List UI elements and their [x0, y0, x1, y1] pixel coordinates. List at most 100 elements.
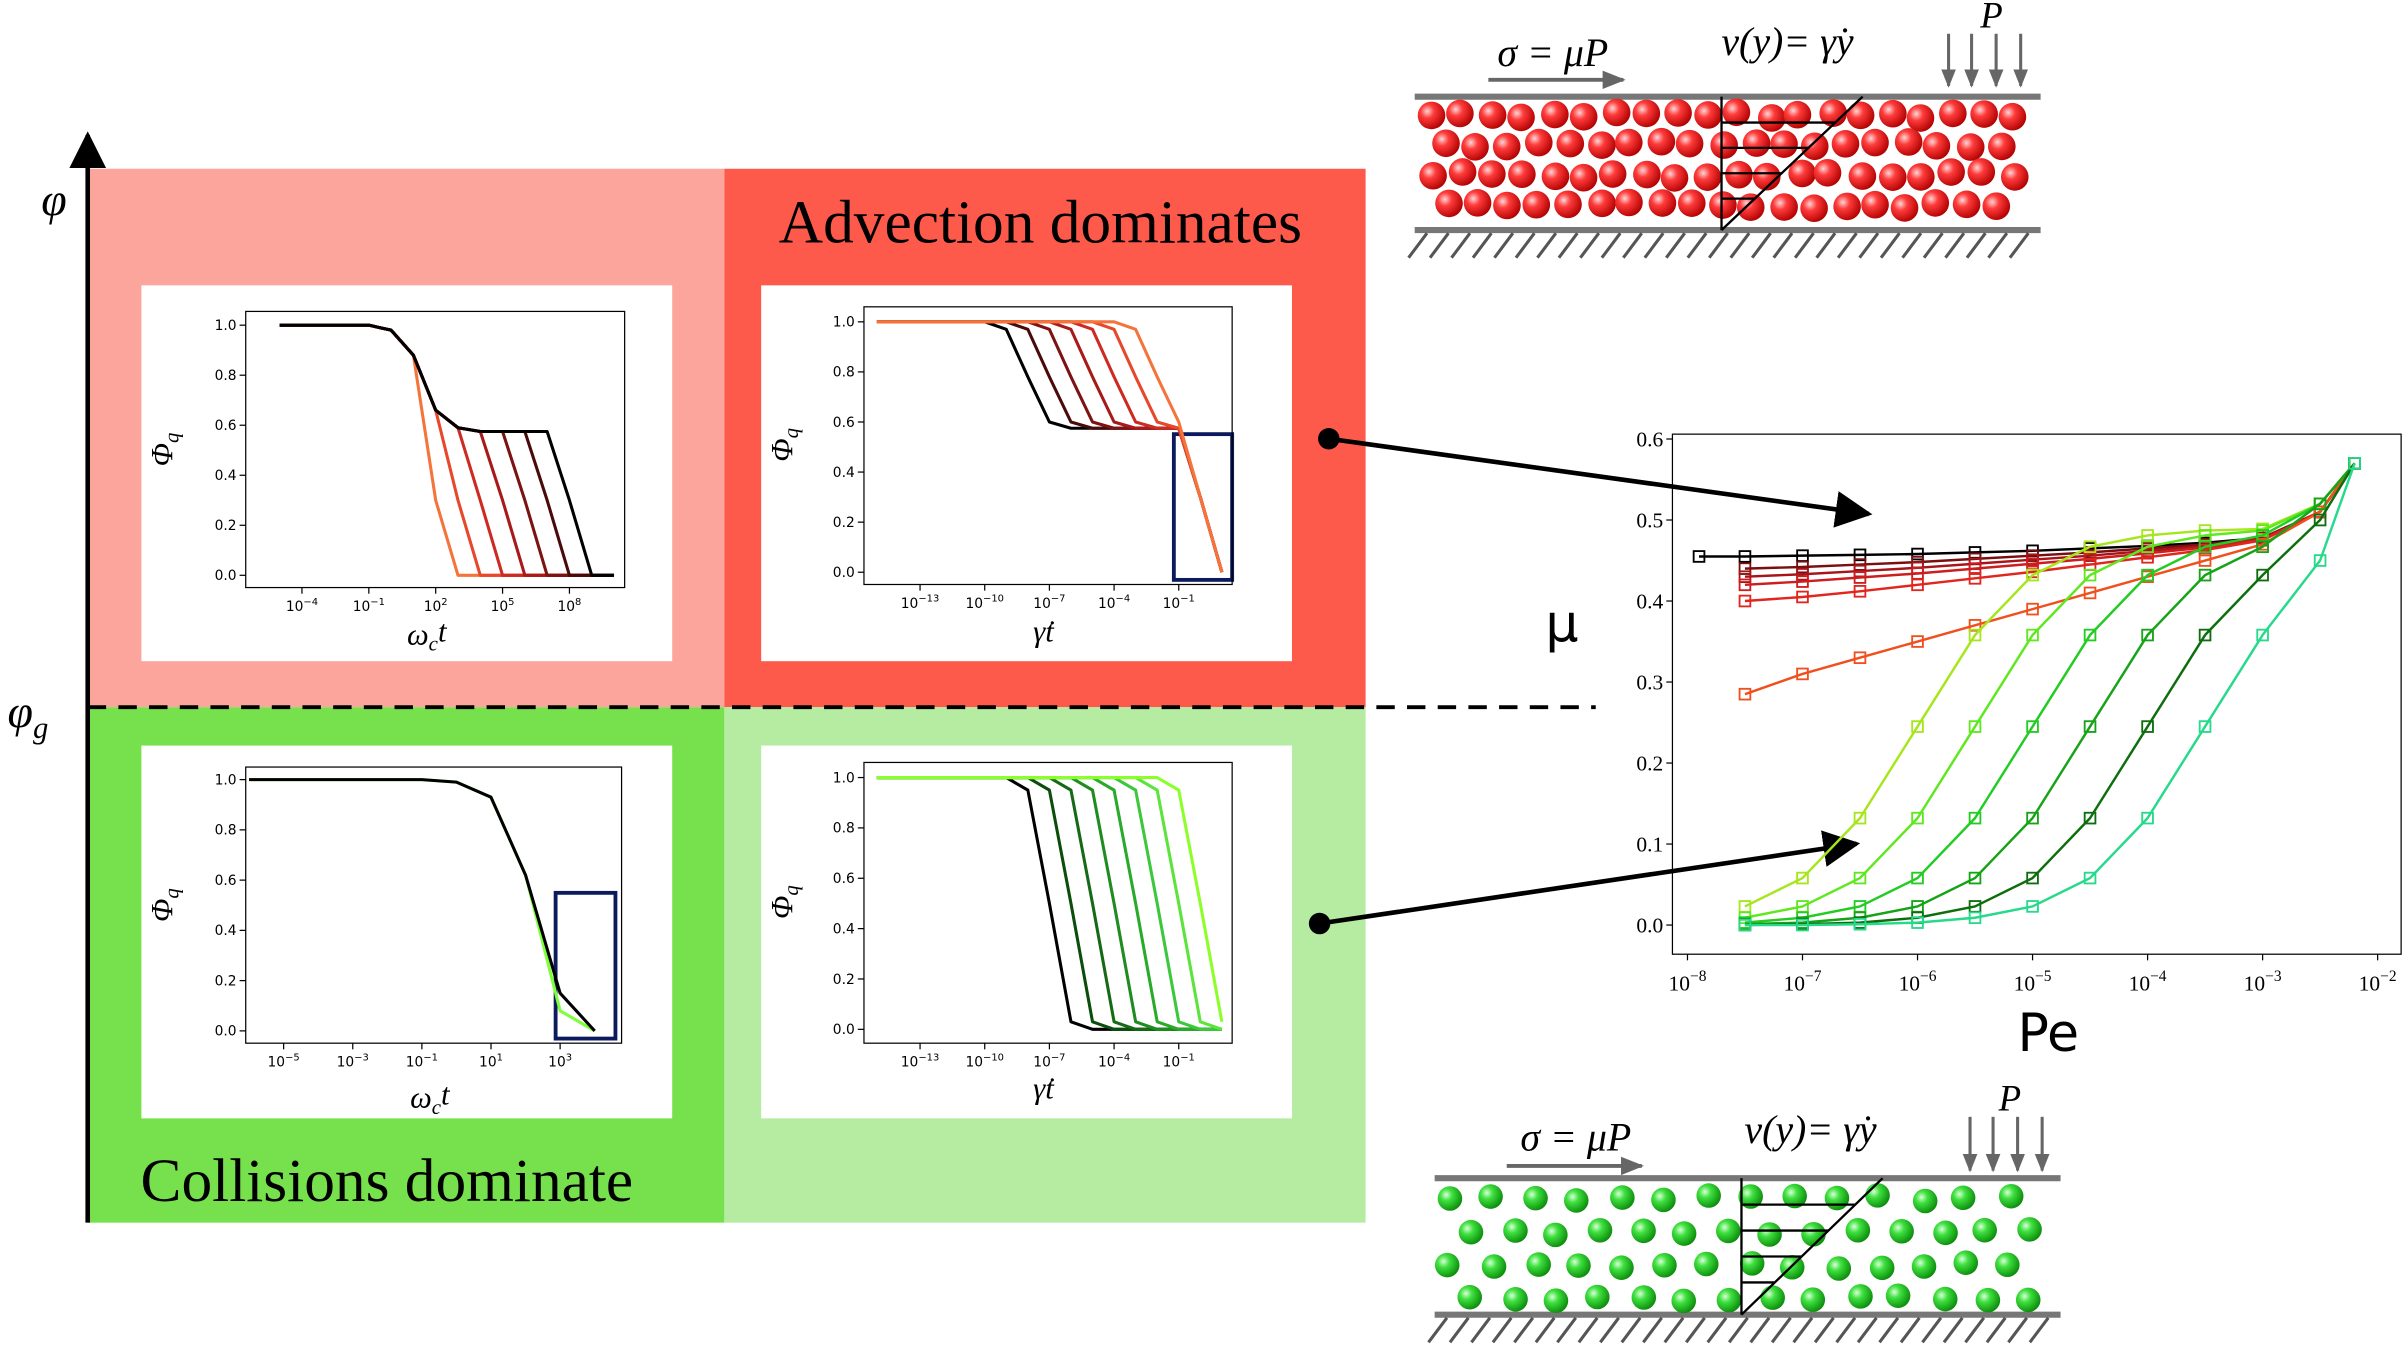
- y-tick-label: 0.4: [833, 465, 855, 481]
- x-tick-label: 10−4: [1098, 594, 1130, 612]
- particle: [1848, 1284, 1873, 1309]
- marker: [2141, 568, 2154, 582]
- particle: [1975, 1287, 2001, 1313]
- x-tick-label: 101: [479, 1052, 503, 1070]
- marker: [2198, 628, 2212, 642]
- tick-exponent: 1: [497, 1052, 503, 1063]
- marker: [2083, 720, 2097, 733]
- hatch: [1407, 232, 1429, 259]
- tick-exponent: −5: [2035, 968, 2052, 985]
- y-tick-label: 0.4: [833, 921, 855, 937]
- hatch: [1729, 232, 1751, 259]
- marker: [1968, 572, 1982, 585]
- symbol: Φ: [765, 896, 799, 919]
- particle: [1675, 129, 1704, 158]
- hatch: [1556, 1316, 1578, 1344]
- particle: [1709, 191, 1737, 219]
- particle: [1869, 1255, 1895, 1281]
- particle: [1998, 102, 2027, 131]
- x-tick-label: 10−10: [965, 594, 1004, 612]
- marker: [1911, 811, 1924, 825]
- x-tick-label: 10−4: [2129, 968, 2167, 996]
- particle: [2000, 163, 2029, 191]
- y-tick-label: 0.8: [215, 823, 237, 839]
- particle: [1800, 132, 1829, 161]
- y-tick-label: 0.6: [215, 418, 237, 434]
- marker: [1911, 578, 1924, 592]
- hatch: [1922, 232, 1944, 259]
- particle: [1615, 188, 1643, 217]
- subscript: q: [779, 428, 803, 438]
- y-tick-label: 0.4: [1636, 590, 1663, 614]
- particle: [1783, 100, 1812, 129]
- x-tick-label: 10−4: [286, 597, 318, 615]
- particle: [1831, 130, 1860, 158]
- hatch: [2008, 232, 2030, 259]
- tick-base: 10: [353, 599, 371, 615]
- marker: [1796, 667, 1809, 681]
- particle: [1435, 189, 1463, 218]
- tick-exponent: −5: [285, 1052, 300, 1063]
- particle: [1760, 1285, 1785, 1310]
- particle: [1757, 104, 1786, 132]
- marker: [2198, 540, 2212, 554]
- particle: [1493, 191, 1521, 220]
- tick-base: 10: [286, 599, 304, 615]
- marker: [1853, 871, 1867, 885]
- particle: [1508, 160, 1536, 189]
- tick-exponent: −1: [1180, 594, 1195, 605]
- hatch: [1964, 1316, 1986, 1344]
- tick-exponent: −3: [2265, 968, 2282, 985]
- hatch: [1750, 232, 1772, 259]
- tick-exponent: −1: [423, 1052, 438, 1063]
- hatch: [1622, 232, 1643, 259]
- marker: [1968, 871, 1982, 885]
- highlight-box: [553, 890, 618, 1041]
- particle: [1458, 1219, 1484, 1245]
- tick-base: 10: [901, 596, 919, 612]
- particle: [1982, 192, 2011, 220]
- profile-line: [1740, 1177, 1884, 1316]
- marker: [1796, 560, 1809, 574]
- plot-frame: [245, 310, 626, 589]
- marker: [2141, 720, 2154, 733]
- tick-base: 10: [268, 1055, 286, 1071]
- y-tick-label: 1.0: [833, 770, 855, 786]
- particle: [1939, 99, 1967, 128]
- marker: [1968, 720, 1982, 733]
- marker: [1911, 720, 1924, 733]
- y-tick-label: 0.8: [833, 821, 855, 837]
- y-tick-label: 0.4: [215, 923, 237, 939]
- y-tick-label: 0.2: [833, 972, 855, 988]
- x-tick-label: 10−10: [965, 1052, 1004, 1070]
- particle: [1478, 1184, 1503, 1209]
- x-axis-label: ωct: [407, 614, 448, 655]
- profile-line: [1720, 95, 1864, 231]
- marker: [1911, 916, 1924, 929]
- particle: [1633, 160, 1661, 189]
- hatch: [1448, 1316, 1470, 1344]
- particle: [1481, 1254, 1507, 1279]
- x-tick-label: 10−6: [1899, 968, 1937, 996]
- marker: [1911, 635, 1924, 648]
- hatch: [1708, 232, 1729, 259]
- particle: [1956, 133, 1985, 161]
- plot-frame: [863, 306, 1233, 586]
- particle: [1922, 132, 1951, 160]
- hatch: [1727, 1316, 1749, 1344]
- marker: [2083, 871, 2097, 885]
- particle: [1932, 1286, 1958, 1312]
- marker: [1796, 575, 1809, 588]
- y-tick-label: 0.0: [215, 1024, 237, 1040]
- suffix: t: [441, 1078, 451, 1112]
- x-tick-label: 10−5: [268, 1052, 300, 1070]
- tick-base: 10: [1033, 1055, 1051, 1071]
- particle: [1671, 1288, 1696, 1314]
- x-tick-label: 10−4: [1098, 1052, 1130, 1070]
- curve: [876, 320, 1224, 573]
- particle: [1824, 1185, 1850, 1211]
- y-tick-label: 0.2: [215, 973, 237, 989]
- hatch: [1987, 232, 2009, 259]
- hatch: [1815, 232, 1837, 259]
- marker: [1853, 548, 1867, 562]
